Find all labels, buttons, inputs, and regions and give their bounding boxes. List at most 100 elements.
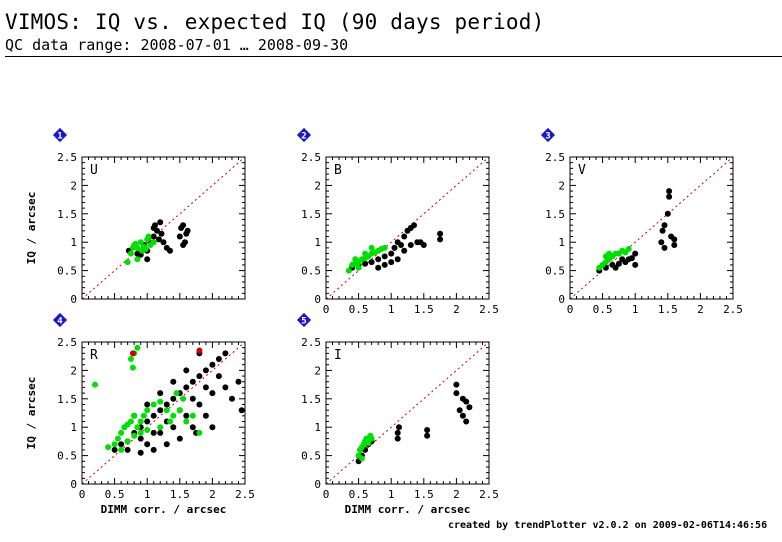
data-point bbox=[381, 244, 388, 251]
data-point bbox=[202, 412, 209, 419]
data-point bbox=[180, 242, 187, 248]
data-point bbox=[129, 364, 136, 371]
data-point bbox=[170, 395, 177, 402]
data-point bbox=[202, 384, 209, 391]
data-point bbox=[145, 233, 152, 240]
data-point bbox=[140, 412, 147, 419]
data-point bbox=[394, 256, 401, 263]
chart-panel-U: 1 0 0.5 1 1.5 2 2.5 U IQ / arcsec bbox=[25, 127, 246, 306]
data-point bbox=[131, 412, 138, 419]
y-tick-label: 1 bbox=[70, 236, 77, 249]
data-point bbox=[222, 350, 229, 357]
data-point bbox=[134, 424, 141, 431]
panel-number: 2 bbox=[301, 132, 306, 142]
data-point bbox=[355, 264, 362, 271]
data-point bbox=[661, 222, 668, 229]
data-point bbox=[137, 239, 144, 246]
data-point bbox=[381, 261, 388, 268]
data-point bbox=[658, 239, 665, 246]
data-point bbox=[453, 390, 460, 397]
filter-label: B bbox=[334, 163, 342, 178]
data-point bbox=[124, 446, 131, 453]
x-tick-label: 1.5 bbox=[414, 488, 434, 501]
data-point bbox=[167, 247, 173, 254]
data-point bbox=[150, 446, 157, 453]
data-point bbox=[189, 395, 196, 402]
data-point bbox=[92, 381, 98, 388]
y-tick-label: 2.5 bbox=[57, 151, 77, 164]
filter-label: I bbox=[334, 348, 342, 363]
y-tick-label: 1.5 bbox=[57, 393, 77, 406]
x-tick-label: 0 bbox=[323, 303, 330, 316]
x-axis-label: DIMM corr. / arcsec bbox=[345, 503, 471, 516]
y-axis-label: IQ / arcsec bbox=[25, 192, 38, 265]
data-point bbox=[157, 429, 164, 436]
data-point bbox=[388, 250, 395, 257]
chart-panel-B: 2 0 0.5 1 1.5 2 2.5 0 0.5 1 1.5 2 2.5 B bbox=[296, 127, 499, 316]
panel-number: 5 bbox=[301, 317, 306, 327]
data-point bbox=[606, 250, 613, 257]
data-point bbox=[144, 401, 151, 408]
data-point bbox=[215, 356, 222, 362]
data-point bbox=[671, 236, 678, 243]
y-tick-label: 1.5 bbox=[301, 393, 321, 406]
y-tick-label: 2.5 bbox=[57, 336, 77, 349]
data-point bbox=[137, 429, 144, 436]
data-point bbox=[183, 418, 190, 425]
data-point bbox=[411, 222, 417, 229]
data-point bbox=[222, 384, 229, 391]
data-point bbox=[163, 407, 170, 414]
x-tick-label: 1.5 bbox=[170, 488, 190, 501]
y-tick-label: 2 bbox=[70, 364, 77, 377]
x-axis-label: DIMM corr. / arcsec bbox=[101, 503, 227, 516]
y-tick-label: 1 bbox=[314, 236, 321, 249]
plot-frame bbox=[325, 156, 490, 300]
data-point bbox=[132, 240, 139, 247]
x-tick-label: 2 bbox=[209, 488, 216, 501]
panel-marker-icon bbox=[52, 312, 68, 328]
data-point bbox=[137, 449, 144, 456]
data-point bbox=[180, 395, 187, 402]
data-point bbox=[238, 407, 245, 414]
x-tick-label: 2.5 bbox=[479, 303, 499, 316]
data-point bbox=[202, 367, 209, 374]
data-point bbox=[170, 424, 177, 431]
data-point bbox=[176, 435, 183, 442]
data-point bbox=[118, 441, 125, 448]
y-tick-label: 2.5 bbox=[301, 336, 321, 349]
data-point bbox=[196, 373, 203, 380]
data-point bbox=[150, 225, 157, 231]
data-point bbox=[134, 344, 141, 351]
y-tick-label: 1.5 bbox=[545, 208, 565, 221]
data-point bbox=[170, 412, 177, 419]
data-point bbox=[612, 264, 619, 271]
data-point bbox=[352, 256, 359, 263]
plot-frame bbox=[81, 156, 246, 300]
data-point bbox=[394, 435, 401, 442]
data-point bbox=[127, 418, 134, 425]
data-point bbox=[144, 407, 151, 414]
data-point bbox=[463, 398, 470, 405]
panel-number: 4 bbox=[57, 317, 63, 327]
data-point bbox=[158, 230, 165, 237]
y-tick-label: 2 bbox=[314, 179, 321, 192]
x-tick-label: 0.5 bbox=[349, 303, 369, 316]
x-tick-label: 2.5 bbox=[723, 303, 743, 316]
data-point bbox=[632, 250, 639, 257]
data-point bbox=[196, 347, 203, 354]
data-point bbox=[345, 267, 352, 274]
x-tick-label: 0.5 bbox=[349, 488, 369, 501]
reference-line bbox=[325, 341, 490, 485]
data-point bbox=[150, 233, 157, 240]
data-point bbox=[134, 256, 141, 263]
y-tick-label: 1 bbox=[558, 236, 565, 249]
reference-line bbox=[81, 341, 246, 485]
y-tick-label: 2 bbox=[70, 179, 77, 192]
y-tick-label: 0.5 bbox=[301, 450, 321, 463]
x-tick-label: 2.5 bbox=[479, 488, 499, 501]
data-point bbox=[184, 227, 191, 234]
panel-marker-icon bbox=[296, 312, 312, 328]
panel-marker-icon bbox=[540, 127, 556, 143]
data-point bbox=[137, 418, 144, 425]
